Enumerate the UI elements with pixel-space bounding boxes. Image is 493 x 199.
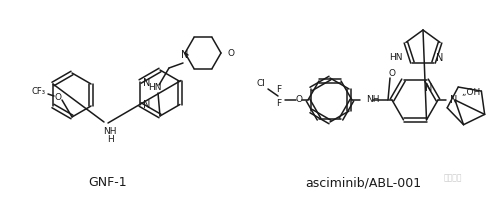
Text: N: N (436, 53, 443, 62)
Text: 精准药物: 精准药物 (444, 174, 462, 182)
Text: O: O (55, 93, 62, 101)
Text: CF₃: CF₃ (31, 88, 45, 97)
Text: Cl: Cl (256, 78, 265, 88)
Text: F: F (277, 86, 282, 95)
Text: asciminib/ABL-001: asciminib/ABL-001 (305, 177, 421, 189)
Text: ,,OH: ,,OH (461, 88, 481, 97)
Text: O: O (388, 69, 395, 78)
Text: F: F (277, 99, 282, 107)
Text: N: N (143, 78, 151, 89)
Text: N: N (181, 50, 189, 60)
Text: O: O (295, 96, 303, 104)
Text: N: N (450, 95, 458, 105)
Text: N: N (425, 83, 432, 93)
Text: O: O (227, 49, 234, 58)
Text: NH: NH (103, 127, 117, 136)
Text: NH: NH (366, 96, 380, 104)
Text: HN: HN (148, 84, 162, 93)
Text: H: H (106, 136, 113, 144)
Text: N: N (143, 100, 151, 109)
Text: HN: HN (389, 53, 402, 62)
Text: GNF-1: GNF-1 (89, 177, 127, 189)
